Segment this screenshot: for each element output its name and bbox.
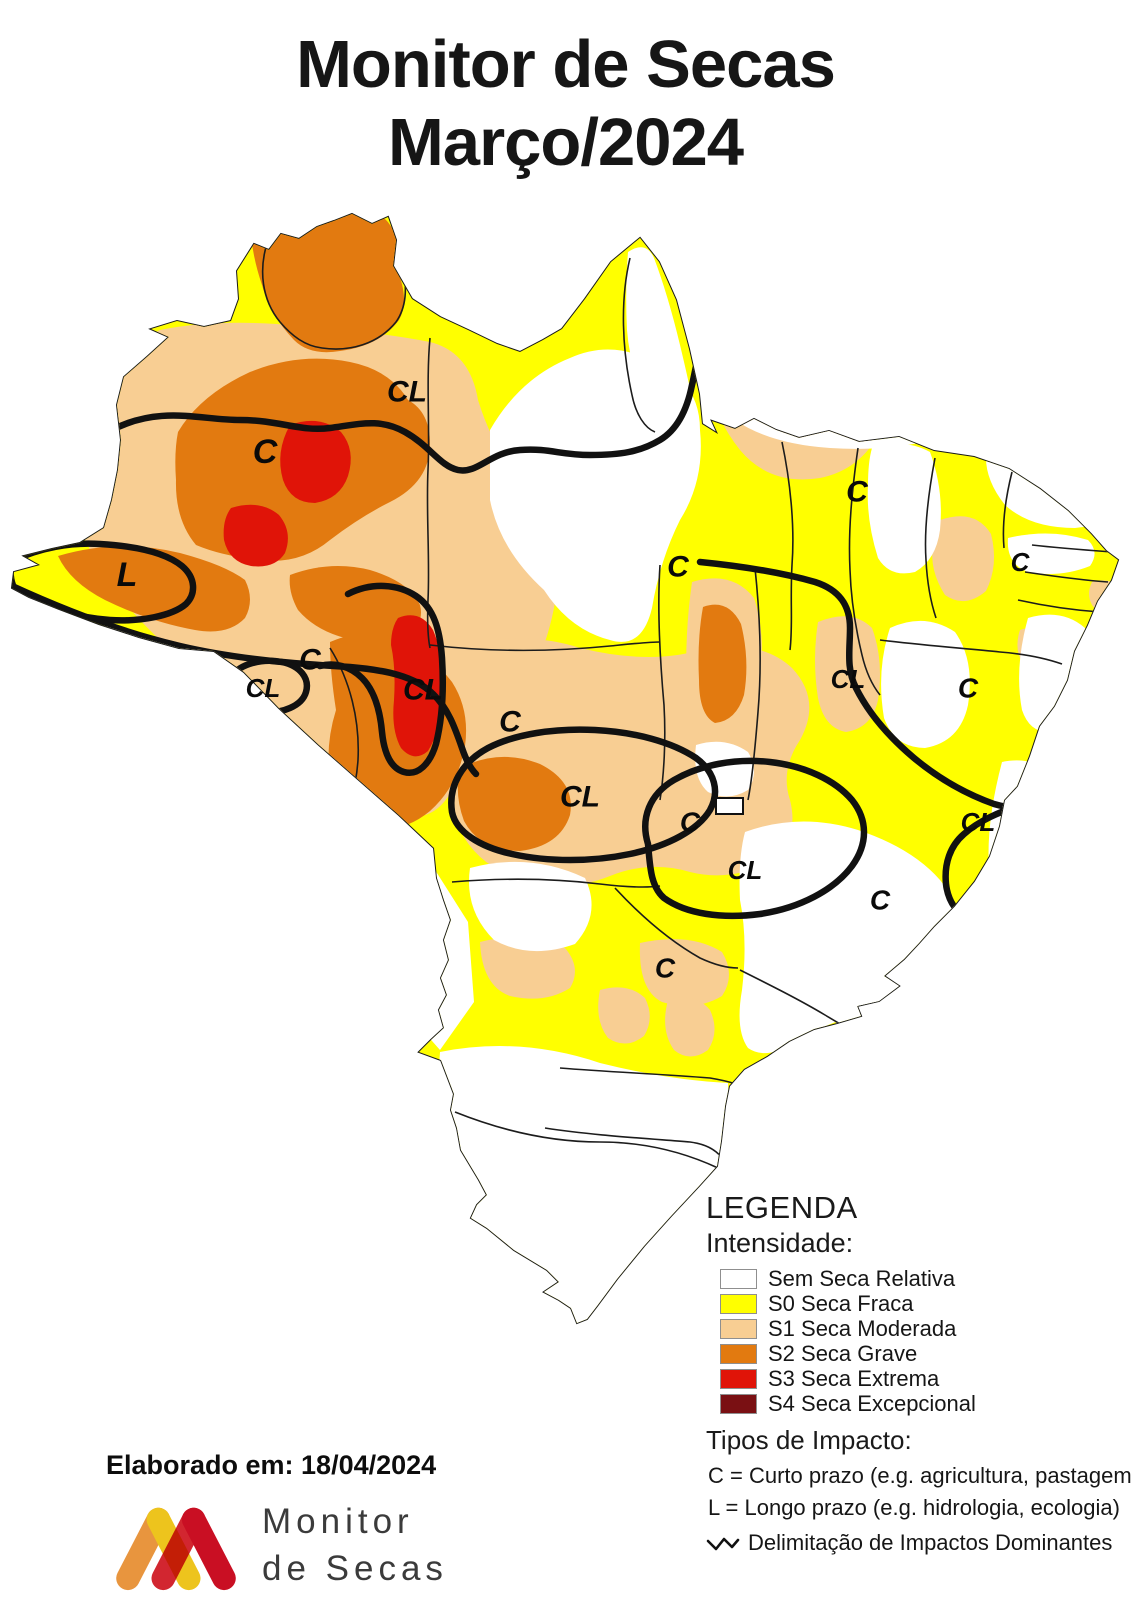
logo-word-line-2: de Secas (262, 1549, 448, 1588)
logo-wordmark: Monitor de Secas (262, 1498, 448, 1593)
title-line-2: Março/2024 (388, 104, 744, 180)
impact-label-l: L (117, 556, 138, 594)
legend-color-swatch (720, 1343, 757, 1364)
impact-label-c: C (253, 433, 278, 471)
logo-word-line-1: Monitor (262, 1501, 414, 1541)
legend-item-label: S1 Seca Moderada (768, 1315, 957, 1341)
impact-label-cl: CL (403, 674, 443, 707)
legend-heading: LEGENDA (706, 1190, 858, 1225)
impact-label-c: C (846, 476, 869, 509)
impact-label-c: C (1011, 547, 1031, 577)
legend-color-swatch (720, 1268, 757, 1289)
impact-label-c: C (870, 885, 891, 916)
impact-label-c: C (667, 551, 690, 584)
legend-item: S0 Seca Fraca (720, 1291, 1126, 1316)
delimitation-legend-row: Delimitação de Impactos Dominantes (706, 1530, 1126, 1556)
drought-intensity-layers (12, 214, 1118, 1323)
logo-m-icon (116, 1507, 236, 1591)
legend-item: S4 Seca Excepcional (720, 1391, 1126, 1416)
legend-item: Sem Seca Relativa (720, 1266, 1126, 1291)
legend-items: Sem Seca Relativa S0 Seca Fraca S1 Seca Mo… (706, 1266, 1126, 1416)
legend-item-label: S0 Seca Fraca (768, 1290, 914, 1316)
legend: LEGENDA Intensidade: Sem Seca Relativa S0… (706, 1190, 1131, 1556)
distrito-federal-outline (715, 797, 744, 815)
legend-item: S2 Seca Grave (720, 1341, 1126, 1366)
legend-item: S3 Seca Extrema (720, 1366, 1126, 1391)
monitor-de-secas-logo: Monitor de Secas (112, 1496, 448, 1594)
legend-color-swatch (720, 1368, 757, 1389)
impact-types-heading: Tipos de Impacto: (706, 1425, 912, 1455)
impact-label-c: C (958, 673, 979, 704)
legend-item-label: S3 Seca Extrema (768, 1365, 940, 1391)
legend-item-label: Sem Seca Relativa (768, 1265, 956, 1291)
legend-subheading: Intensidade: (706, 1228, 854, 1258)
impact-label-c: C (299, 644, 322, 677)
state-borders (261, 239, 1113, 1169)
legend-color-swatch (720, 1318, 757, 1339)
title-line-1: Monitor de Secas (296, 27, 836, 102)
page-title: Monitor de Secas Março/2024 (0, 26, 1131, 181)
delimitation-label: Delimitação de Impactos Dominantes (748, 1529, 1113, 1555)
wave-line-icon (706, 1537, 740, 1551)
legend-item-label: S2 Seca Grave (768, 1340, 918, 1366)
impact-label-c: C (499, 706, 522, 739)
impact-label-cl: CL (961, 807, 996, 837)
impact-label-c: C (655, 953, 676, 984)
legend-item: S1 Seca Moderada (720, 1316, 1126, 1341)
impact-label-c: C (680, 807, 701, 838)
elaborated-date: Elaborado em: 18/04/2024 (106, 1450, 437, 1480)
impact-type-lines: C = Curto prazo (e.g. agricultura, pasta… (706, 1460, 1131, 1524)
impact-type-line: C = Curto prazo (e.g. agricultura, pasta… (708, 1463, 1131, 1488)
impact-label-cl: CL (560, 781, 600, 814)
legend-color-swatch (720, 1393, 757, 1414)
legend-item-label: S4 Seca Excepcional (768, 1390, 976, 1416)
impact-type-line: L = Longo prazo (e.g. hidrologia, ecolog… (708, 1494, 1120, 1520)
impact-label-cl: CL (246, 673, 281, 703)
impact-label-cl: CL (387, 376, 427, 409)
impact-label-cl: CL (831, 664, 866, 694)
impact-label-cl: CL (728, 855, 763, 885)
legend-color-swatch (720, 1293, 757, 1314)
